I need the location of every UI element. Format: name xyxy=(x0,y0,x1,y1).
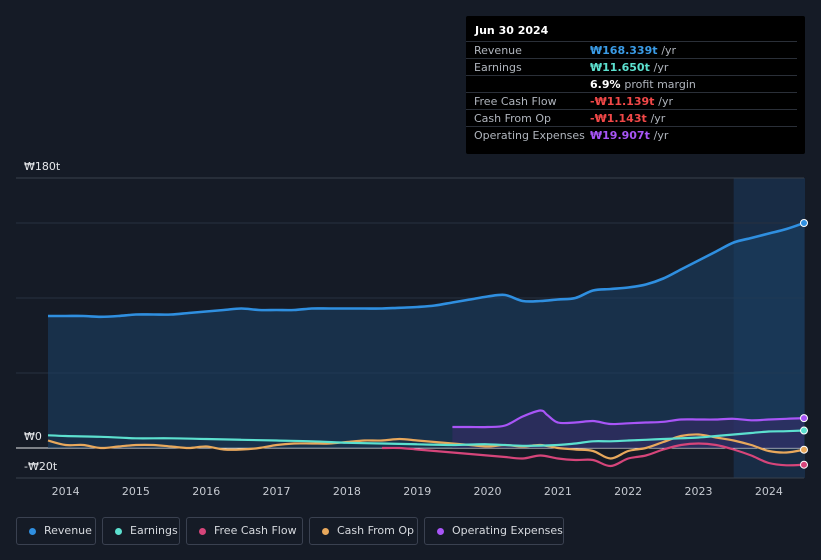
y-tick-zero: ₩0 xyxy=(24,430,42,443)
tooltip-row-label: Operating Expenses xyxy=(474,129,585,142)
tooltip-row-unit: /yr xyxy=(653,129,669,142)
y-tick-top: ₩180t xyxy=(24,160,61,173)
x-tick-label: 2019 xyxy=(403,485,432,498)
legend-label: Operating Expenses xyxy=(452,524,563,537)
legend-label: Earnings xyxy=(130,524,178,537)
tooltip-row: Cash From Op -₩1.143t /yr xyxy=(466,109,797,127)
tooltip-row-value: 6.9% profit margin xyxy=(590,78,696,91)
x-tick-label: 2020 xyxy=(473,485,502,498)
x-tick-label: 2016 xyxy=(192,485,221,498)
legend-dot-icon xyxy=(322,528,329,535)
legend-label: Revenue xyxy=(44,524,92,537)
end-dots xyxy=(800,219,808,469)
x-tick-label: 2014 xyxy=(51,485,80,498)
cash-from-op-line xyxy=(47,433,805,460)
cash-from-op-end-point xyxy=(800,445,808,454)
tooltip-row: Earnings ₩11.650t /yr xyxy=(466,58,797,76)
tooltip-row-label: Earnings xyxy=(474,61,522,74)
x-tick-label: 2023 xyxy=(684,485,713,498)
x-tick-label: 2017 xyxy=(262,485,291,498)
free-cash-flow-end-point xyxy=(800,460,808,469)
legend-dot-icon xyxy=(437,528,444,535)
legend-dot-icon xyxy=(199,528,206,535)
legend-label: Free Cash Flow xyxy=(214,524,297,537)
tooltip-row-unit: /yr xyxy=(650,112,666,125)
tooltip-row-value: ₩19.907t /yr xyxy=(590,129,669,142)
tooltip-row-unit: /yr xyxy=(661,44,677,57)
tooltip-row: 6.9% profit margin xyxy=(466,75,797,93)
tooltip-row-value: -₩11.139t /yr xyxy=(590,95,673,108)
tooltip-row-unit: /yr xyxy=(658,95,673,108)
legend-dot-icon xyxy=(29,528,36,535)
free-cash-flow-line xyxy=(381,442,805,468)
tooltip-row: Revenue ₩168.339t /yr xyxy=(466,41,797,59)
legend-item-operating-expenses[interactable]: Operating Expenses xyxy=(424,517,564,545)
x-tick-label: 2024 xyxy=(754,485,783,498)
revenue-line xyxy=(47,221,805,319)
operating-expenses-end-point xyxy=(800,414,808,423)
earnings-end-point xyxy=(800,426,808,435)
series-lines xyxy=(47,221,805,468)
tooltip-row: Free Cash Flow -₩11.139t /yr xyxy=(466,92,797,110)
tooltip-row-value: ₩11.650t /yr xyxy=(590,61,669,74)
y-tick-bottom: -₩20t xyxy=(24,460,58,473)
legend-item-cash-from-op[interactable]: Cash From Op xyxy=(309,517,418,545)
tooltip-row-unit: profit margin xyxy=(624,78,696,91)
legend-dot-icon xyxy=(115,528,122,535)
x-tick-label: 2015 xyxy=(121,485,150,498)
tooltip-row-value: ₩168.339t /yr xyxy=(590,44,677,57)
x-tick-label: 2022 xyxy=(614,485,643,498)
tooltip-row-label: Free Cash Flow xyxy=(474,95,557,108)
tooltip-row-label: Cash From Op xyxy=(474,112,552,125)
tooltip-date: Jun 30 2024 xyxy=(475,24,549,37)
tooltip-row: Operating Expenses ₩19.907t /yr xyxy=(466,126,797,144)
tooltip-row-value: -₩1.143t /yr xyxy=(590,112,666,125)
tooltip-row-unit: /yr xyxy=(653,61,669,74)
earnings-line xyxy=(47,429,805,447)
operating-expenses-line xyxy=(452,409,805,429)
tooltip-row-label: Revenue xyxy=(474,44,522,57)
legend-item-free-cash-flow[interactable]: Free Cash Flow xyxy=(186,517,303,545)
legend-label: Cash From Op xyxy=(337,524,415,537)
legend-item-revenue[interactable]: Revenue xyxy=(16,517,96,545)
revenue-area xyxy=(48,223,804,448)
legend-item-earnings[interactable]: Earnings xyxy=(102,517,180,545)
tooltip: Jun 30 2024 Revenue ₩168.339t /yr Earnings… xyxy=(466,16,805,154)
revenue-end-point xyxy=(800,219,808,227)
x-tick-label: 2018 xyxy=(332,485,361,498)
x-tick-label: 2021 xyxy=(543,485,572,498)
